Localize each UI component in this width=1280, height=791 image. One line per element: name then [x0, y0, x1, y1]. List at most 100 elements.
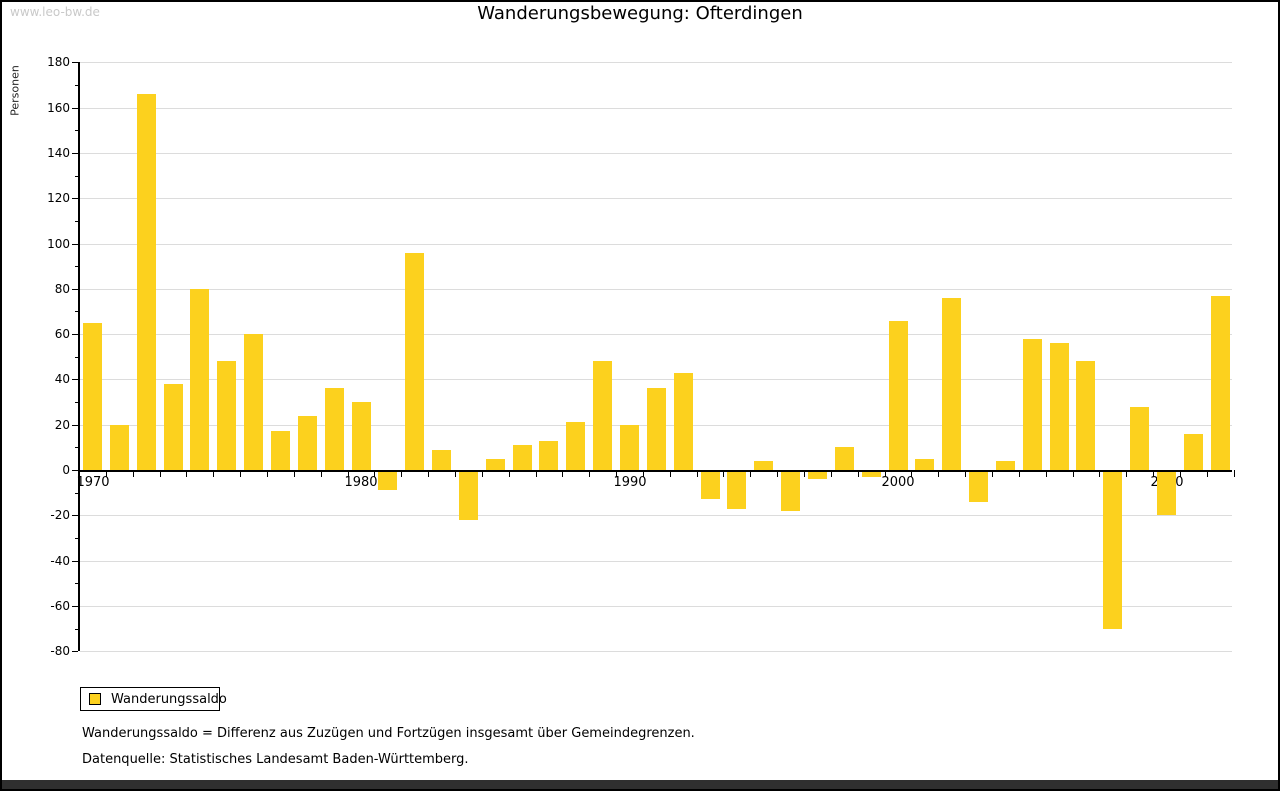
bar-2008	[1103, 472, 1122, 629]
bar-1972	[137, 94, 156, 470]
y-minor-tick-30	[75, 402, 78, 403]
bar-2011	[1184, 434, 1203, 470]
bar-1998	[835, 447, 854, 470]
y-tick-label-0: 0	[62, 463, 70, 477]
chart-title: Wanderungsbewegung: Ofterdingen	[477, 3, 803, 24]
y-minor-tick-110	[75, 221, 78, 222]
x-tick-19	[589, 470, 590, 477]
x-tick-18	[562, 470, 563, 477]
y-minor-tick--30	[75, 538, 78, 539]
x-tick-0	[79, 470, 80, 477]
bar-2000	[889, 321, 908, 470]
gridline-y-120	[80, 198, 1232, 199]
bar-1988	[566, 422, 585, 470]
bar-1970	[83, 323, 102, 470]
bar-1999	[862, 472, 881, 477]
y-tick-label--20: -20	[50, 508, 70, 522]
gridline-y--60	[80, 606, 1232, 607]
bar-1983	[432, 450, 451, 470]
x-tick-4	[186, 470, 187, 477]
y-tick-label-180: 180	[47, 55, 70, 69]
x-tick-29	[858, 470, 859, 477]
bar-1979	[325, 388, 344, 470]
y-tick-label-100: 100	[47, 237, 70, 251]
footnote-definition: Wanderungssaldo = Differenz aus Zuzügen …	[82, 726, 695, 741]
bar-2012	[1211, 296, 1230, 470]
legend-color-swatch	[89, 693, 101, 705]
y-major-tick--20	[72, 515, 78, 516]
bar-1985	[486, 459, 505, 470]
footnote-source: Datenquelle: Statistisches Landesamt Bad…	[82, 752, 469, 767]
x-tick-14	[455, 470, 456, 477]
bar-1996	[781, 472, 800, 511]
x-tick-28	[831, 470, 832, 477]
y-major-tick--60	[72, 606, 78, 607]
y-major-tick-20	[72, 425, 78, 426]
y-major-tick-0	[72, 470, 78, 471]
y-tick-label-60: 60	[54, 327, 70, 341]
y-tick-label-40: 40	[54, 372, 70, 386]
bar-1978	[298, 416, 317, 470]
y-tick-label--60: -60	[50, 599, 70, 613]
bar-1991	[647, 388, 666, 470]
bar-1990	[620, 425, 639, 470]
x-tick-20	[616, 470, 617, 477]
x-tick-42	[1207, 470, 1208, 477]
x-tick-21	[643, 470, 644, 477]
x-tick-10	[348, 470, 349, 477]
y-major-tick-40	[72, 379, 78, 380]
bar-1984	[459, 472, 478, 520]
y-major-tick-80	[72, 289, 78, 290]
y-minor-tick-50	[75, 357, 78, 358]
gridline-y-180	[80, 62, 1232, 63]
bar-2004	[996, 461, 1015, 470]
x-tick-41	[1180, 470, 1181, 477]
x-tick-26	[777, 470, 778, 477]
bar-2009	[1130, 407, 1149, 470]
x-tick-30	[885, 470, 886, 477]
x-tick-24	[723, 470, 724, 477]
x-tick-22	[670, 470, 671, 477]
y-tick-label-120: 120	[47, 191, 70, 205]
y-minor-tick-10	[75, 447, 78, 448]
bar-1997	[808, 472, 827, 479]
bar-2001	[915, 459, 934, 470]
gridline-y-80	[80, 289, 1232, 290]
legend-box: Wanderungssaldo	[80, 687, 227, 711]
watermark: www.leo-bw.de	[10, 5, 100, 19]
x-tick-2	[133, 470, 134, 477]
gridline-y--20	[80, 515, 1232, 516]
y-major-tick--80	[72, 651, 78, 652]
x-tick-9	[321, 470, 322, 477]
x-tick-34	[992, 470, 993, 477]
bar-2006	[1050, 343, 1069, 470]
bar-2002	[942, 298, 961, 470]
y-tick-label-80: 80	[54, 282, 70, 296]
y-tick-label-160: 160	[47, 101, 70, 115]
gridline-y-60	[80, 334, 1232, 335]
bar-1975	[217, 361, 236, 470]
y-minor-tick-150	[75, 130, 78, 131]
x-tick-label-2000: 2000	[881, 475, 915, 490]
bar-2003	[969, 472, 988, 502]
bar-1992	[674, 373, 693, 470]
bar-1987	[539, 441, 558, 470]
y-tick-label-140: 140	[47, 146, 70, 160]
x-tick-17	[536, 470, 537, 477]
x-tick-label-1970: 1970	[76, 475, 110, 490]
y-major-tick-160	[72, 108, 78, 109]
x-tick-31	[911, 470, 912, 477]
bar-2005	[1023, 339, 1042, 470]
x-tick-23	[697, 470, 698, 477]
x-tick-8	[294, 470, 295, 477]
y-axis-line	[78, 62, 80, 651]
bar-1986	[513, 445, 532, 470]
y-major-tick--40	[72, 561, 78, 562]
bar-1993	[701, 472, 720, 499]
bar-1982	[405, 253, 424, 470]
x-tick-3	[160, 470, 161, 477]
bar-1973	[164, 384, 183, 470]
gridline-y--80	[80, 651, 1232, 652]
x-tick-36	[1046, 470, 1047, 477]
